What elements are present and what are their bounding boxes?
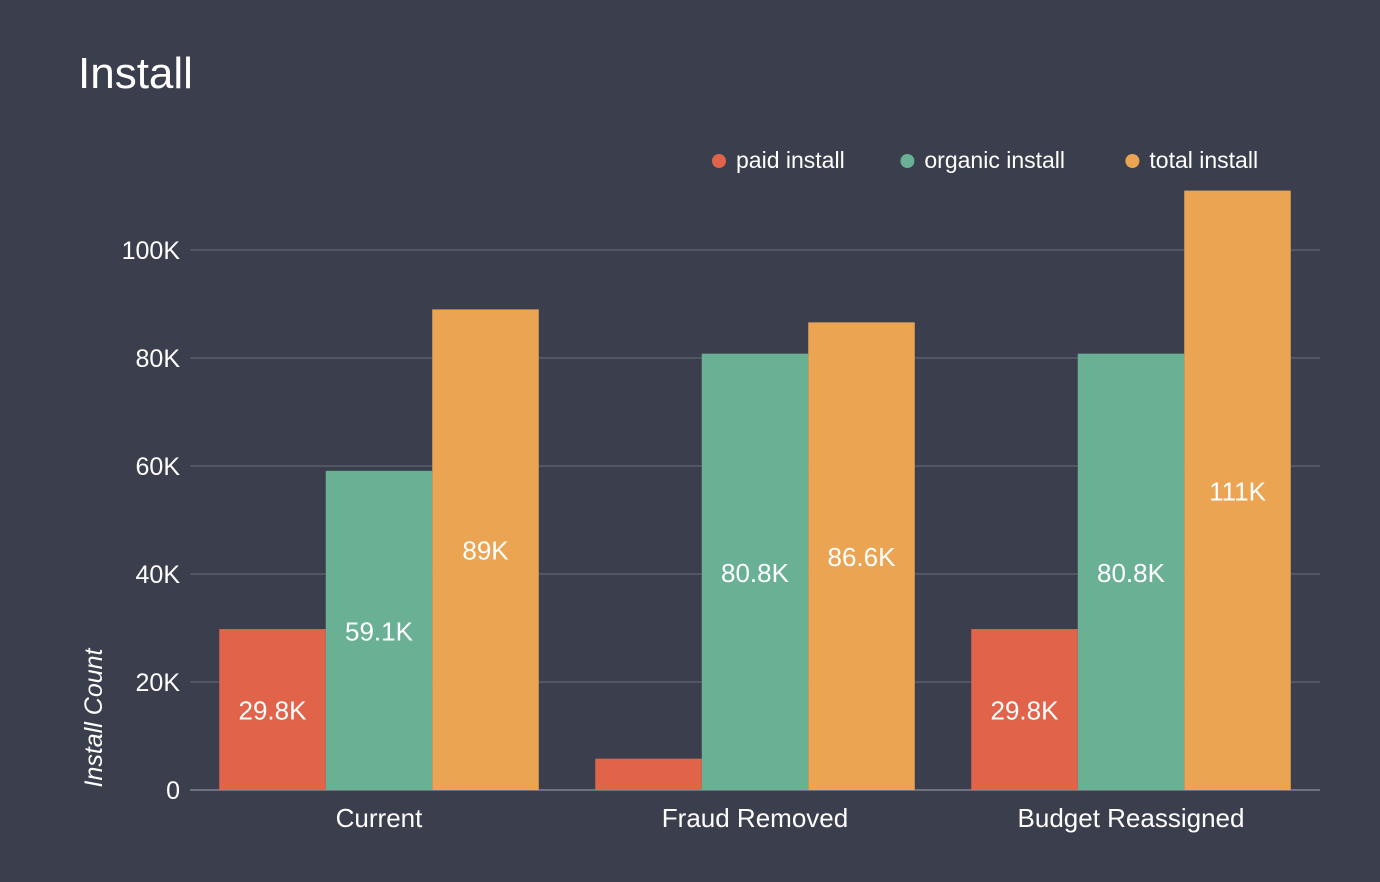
data-label: 80.8K [1097,558,1166,588]
data-labels: 29.8K 59.1K 89K 80.8K 86.6K 29.8K 80.8K 111K [239,476,1267,725]
legend-label: paid install [736,147,845,173]
legend: total install organic install paid install [712,147,1258,173]
legend-swatch [900,154,915,168]
legend-item[interactable]: paid install [712,147,845,173]
data-label: 89K [462,536,509,566]
x-tick-label: Fraud Removed [662,803,848,833]
data-label: 29.8K [991,696,1060,726]
bar-paid-install[interactable] [595,758,702,790]
data-label: 111K [1209,476,1267,506]
bar-paid-install[interactable] [219,629,326,790]
bars [219,190,1291,791]
bar-organic-install[interactable] [701,353,809,790]
legend-swatch [1125,154,1140,168]
y-tick-label: 0 [166,777,180,805]
x-tick-label: Budget Reassigned [1018,803,1245,833]
bar-organic-install[interactable] [325,470,433,790]
y-tick-label: 100K [122,237,181,265]
chart-title: Install [78,49,193,98]
legend-item[interactable]: organic install [900,147,1065,173]
data-label: 29.8K [239,696,308,726]
bar-paid-install[interactable] [971,629,1078,790]
data-label: 80.8K [721,558,790,588]
bar-total-install[interactable] [808,322,915,790]
bar-total-install[interactable] [432,309,539,790]
x-axis-ticks: Current Fraud Removed Budget Reassigned [336,803,1245,833]
y-tick-label: 60K [136,453,181,481]
x-tick-label: Current [336,803,423,833]
data-label: 86.6K [828,542,897,572]
bar-organic-install[interactable] [1077,353,1185,790]
legend-label: total install [1149,147,1258,173]
y-tick-label: 20K [136,669,181,697]
y-axis-label: Install Count [80,647,108,787]
y-axis-ticks: 0 20K 40K 60K 80K 100K [122,237,181,805]
data-label: 59.1K [345,616,414,646]
y-tick-label: 80K [136,345,181,373]
y-tick-label: 40K [136,561,181,589]
legend-item[interactable]: total install [1125,147,1258,173]
bar-total-install[interactable] [1184,190,1291,791]
legend-swatch [712,154,726,168]
legend-label: organic install [924,147,1065,173]
